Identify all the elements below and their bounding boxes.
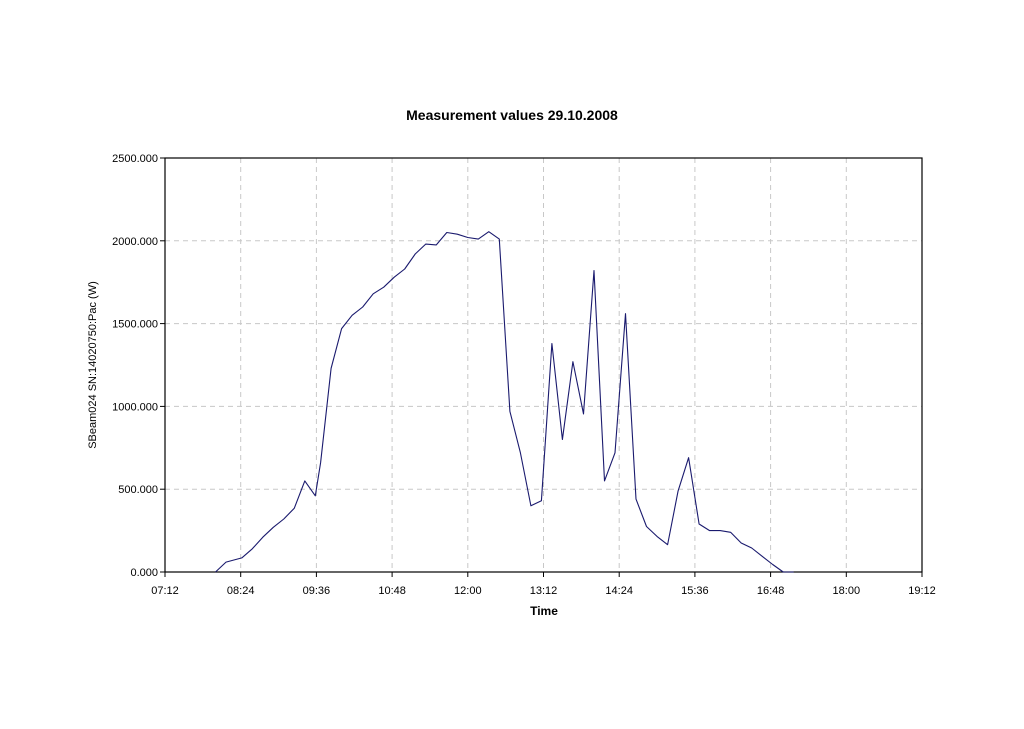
data-point (340, 327, 343, 330)
data-point (698, 523, 701, 526)
x-tick-label: 09:36 (303, 585, 331, 597)
data-point (393, 276, 396, 279)
data-point (319, 461, 322, 464)
data-point (272, 526, 275, 529)
grid-layer (165, 158, 922, 572)
x-tick-label: 10:48 (378, 585, 406, 597)
data-point (466, 236, 469, 239)
data-point (303, 479, 306, 482)
data-point (456, 233, 459, 236)
x-tick-label: 07:12 (151, 585, 179, 597)
data-point (487, 230, 490, 233)
data-point (593, 269, 596, 272)
data-point (740, 542, 743, 545)
data-point (635, 498, 638, 501)
y-axis-label: SBeam024 SN:14020750:Pac (W) (87, 281, 99, 449)
data-point (750, 547, 753, 550)
data-point (403, 268, 406, 271)
data-point (782, 571, 785, 574)
x-tick-label: 15:36 (681, 585, 709, 597)
data-point (214, 571, 217, 574)
data-point (508, 410, 511, 413)
data-point (614, 451, 617, 454)
data-point (708, 529, 711, 532)
data-point (351, 314, 354, 317)
x-tick-label: 19:12 (908, 585, 936, 597)
data-point (293, 507, 296, 510)
data-point (582, 412, 585, 415)
data-point (445, 231, 448, 234)
data-point (571, 360, 574, 363)
series-layer (214, 230, 795, 574)
y-tick-label: 0.000 (130, 567, 158, 579)
data-point (792, 571, 795, 574)
data-point (435, 243, 438, 246)
data-point (240, 556, 243, 559)
data-point (382, 286, 385, 289)
data-point (361, 306, 364, 309)
data-point (677, 489, 680, 492)
data-point (761, 555, 764, 558)
data-point (414, 253, 417, 256)
data-point (550, 342, 553, 345)
data-point (225, 561, 228, 564)
data-point (282, 518, 285, 521)
y-tick-label: 2000.000 (112, 236, 158, 248)
data-point (624, 312, 627, 315)
data-point (645, 525, 648, 528)
data-point (477, 238, 480, 241)
data-point (540, 499, 543, 502)
data-point (771, 563, 774, 566)
data-point (603, 479, 606, 482)
data-point (424, 243, 427, 246)
data-point (330, 367, 333, 370)
data-point (251, 547, 254, 550)
x-axis-label: Time (530, 604, 558, 618)
x-tick-label: 12:00 (454, 585, 482, 597)
tick-layer: 07:12 08:24 09:36 10:48 12:00 13:12 14:24 15:36… (112, 153, 936, 597)
x-tick-label: 18:00 (833, 585, 861, 597)
x-tick-label: 14:24 (605, 585, 633, 597)
data-point (372, 292, 375, 295)
data-point (261, 536, 264, 539)
series-line (215, 231, 794, 573)
data-point (519, 451, 522, 454)
x-tick-label: 08:24 (227, 585, 255, 597)
x-tick-label: 16:48 (757, 585, 785, 597)
data-point (666, 543, 669, 546)
data-point (687, 456, 690, 459)
y-tick-label: 1500.000 (112, 319, 158, 331)
data-point (314, 494, 317, 497)
data-point (729, 531, 732, 534)
x-tick-label: 13:12 (530, 585, 558, 597)
data-point (719, 529, 722, 532)
data-point (529, 504, 532, 507)
data-point (656, 535, 659, 538)
data-point (498, 238, 501, 241)
y-tick-label: 2500.000 (112, 153, 158, 165)
y-tick-label: 1000.000 (112, 401, 158, 413)
data-point (561, 438, 564, 441)
chart-title: Measurement values 29.10.2008 (406, 107, 618, 123)
y-tick-label: 500.000 (118, 484, 158, 496)
